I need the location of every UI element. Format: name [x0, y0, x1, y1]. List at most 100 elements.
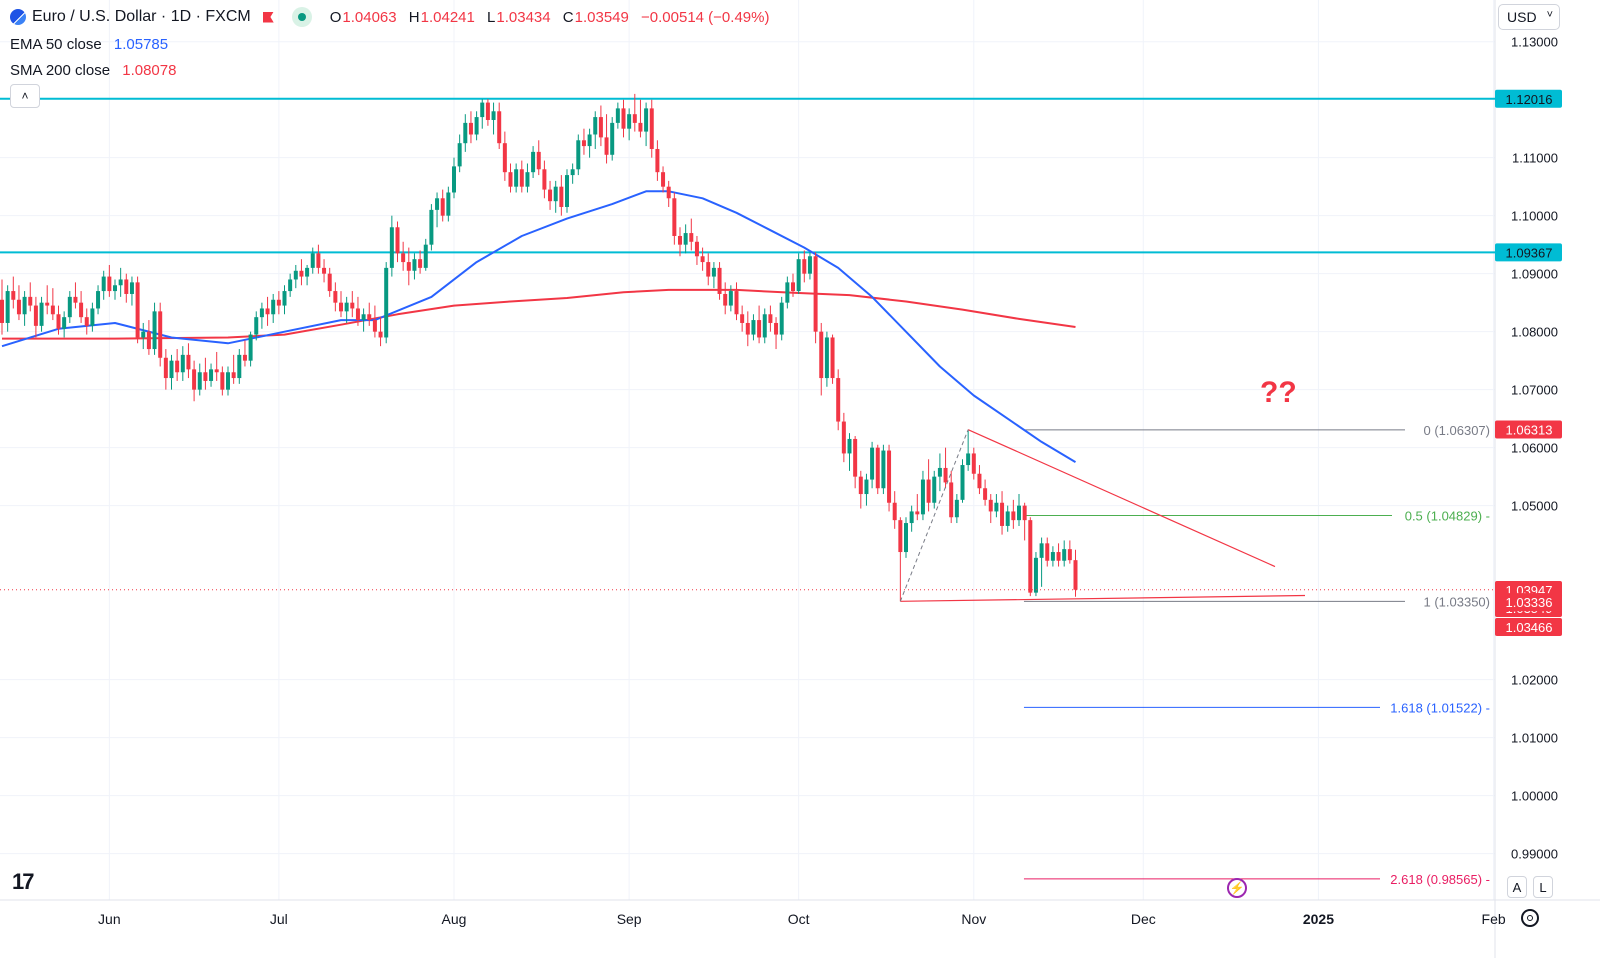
candle-body: [678, 235, 682, 245]
candle-body: [242, 354, 247, 361]
candle-body: [231, 372, 236, 379]
candle-body: [491, 111, 496, 120]
candle-body: [531, 151, 536, 173]
candle-body: [367, 314, 372, 321]
candle-body: [129, 282, 134, 294]
y-tick-label: 1.07000: [1511, 383, 1558, 398]
candle-body: [525, 172, 530, 187]
candle-body: [124, 279, 129, 294]
log-scale-button[interactable]: L: [1533, 876, 1553, 898]
candle-body: [542, 169, 547, 190]
candle-body: [565, 175, 569, 207]
candle-body: [56, 314, 61, 329]
currency-select[interactable]: USD ˅: [1498, 4, 1560, 30]
candle-body: [101, 276, 106, 292]
candle-body: [841, 421, 846, 454]
candle-body: [11, 291, 16, 300]
candle-body: [389, 227, 394, 268]
fib-label-3: 1.618 (1.01522) -: [1390, 700, 1490, 715]
currency-flag-icon: [10, 9, 26, 25]
candle-body: [457, 143, 462, 167]
candle-body: [864, 479, 869, 495]
close-key: C: [562, 8, 574, 26]
candle-body: [870, 447, 875, 480]
ohlc-values: O1.04063 H1.04241 L1.03434 C1.03549 −0.0…: [330, 9, 778, 26]
y-tick-label: 1.02000: [1511, 673, 1558, 688]
candle-body: [45, 302, 50, 306]
candle-body: [723, 293, 728, 306]
event-bolt-icon[interactable]: ⚡: [1227, 878, 1247, 898]
candle-body: [1011, 511, 1016, 521]
candle-body: [508, 172, 513, 187]
candle-body: [983, 488, 988, 500]
candle-body: [757, 320, 762, 338]
candle-body: [271, 299, 276, 315]
x-tick-label: Sep: [617, 911, 642, 927]
candle-body: [937, 467, 942, 477]
candle-body: [50, 305, 55, 315]
candle-body: [762, 314, 767, 338]
candle-body: [474, 117, 479, 135]
candle-body: [446, 192, 451, 216]
symbol-header: Euro / U.S. Dollar · 1D · FXCM O1.04063 …: [0, 0, 777, 34]
ema-indicator-legend[interactable]: EMA 50 close 1.05785: [10, 36, 168, 53]
low-value: 1.03434: [496, 8, 551, 26]
chevron-down-icon: ˅: [1546, 9, 1553, 21]
flag-icon[interactable]: [262, 11, 274, 23]
candle-body: [5, 291, 10, 323]
candle-body: [1028, 520, 1033, 593]
x-tick-label: Aug: [442, 911, 467, 927]
candle-body: [344, 302, 349, 312]
candle-body: [932, 476, 937, 503]
candle-body: [655, 148, 660, 173]
candle-body: [791, 282, 795, 292]
auto-scale-button[interactable]: A: [1507, 876, 1527, 898]
candle-body: [452, 166, 456, 193]
candle-body: [158, 311, 163, 358]
candle-body: [169, 360, 174, 379]
candle-body: [1062, 549, 1067, 561]
market-status-icon[interactable]: [291, 7, 312, 27]
chart-title[interactable]: Euro / U.S. Dollar · 1D · FXCM: [32, 8, 251, 25]
candle-body: [339, 302, 343, 312]
x-tick-label: Oct: [788, 911, 810, 927]
tradingview-logo-icon[interactable]: 17: [12, 869, 35, 894]
candle-body: [463, 122, 468, 144]
y-tick-label: 1.00000: [1511, 789, 1558, 804]
candle-body: [282, 291, 287, 306]
y-tick-label: 1.06000: [1511, 441, 1558, 456]
fib-label-1: 0.5 (1.04829) -: [1405, 509, 1490, 524]
candle-body: [440, 198, 445, 216]
candle-body: [621, 108, 626, 129]
candle-body: [175, 360, 180, 373]
y-tick-label: 1.10000: [1511, 209, 1558, 224]
candle-body: [186, 354, 191, 370]
candle-body: [881, 450, 886, 489]
candle-body: [813, 256, 818, 332]
candle-body: [84, 317, 89, 326]
candle-body: [807, 256, 812, 274]
candle-body: [802, 259, 807, 274]
candle-body: [819, 331, 824, 379]
candle-body: [418, 259, 423, 268]
x-tick-label: Dec: [1131, 911, 1156, 927]
candle-body: [1017, 505, 1021, 521]
candle-body: [237, 354, 242, 379]
candle-body: [276, 299, 281, 306]
candle-body: [988, 499, 993, 512]
candle-body: [971, 453, 976, 474]
fib-label-2: 1 (1.03350): [1424, 594, 1491, 609]
candle-body: [96, 291, 101, 309]
candle-body: [1033, 557, 1038, 593]
settings-gear-icon[interactable]: [1521, 909, 1539, 927]
candle-body: [836, 378, 841, 422]
sma-indicator-legend[interactable]: SMA 200 close 1.08078: [10, 62, 176, 79]
collapse-legend-button[interactable]: ˄: [10, 84, 40, 108]
y-tick-label: 1.05000: [1511, 499, 1558, 514]
candle-body: [898, 520, 903, 553]
candle-body: [689, 233, 694, 242]
candle-body: [1022, 505, 1027, 521]
candle-body: [954, 499, 959, 518]
candle-body: [248, 334, 253, 361]
